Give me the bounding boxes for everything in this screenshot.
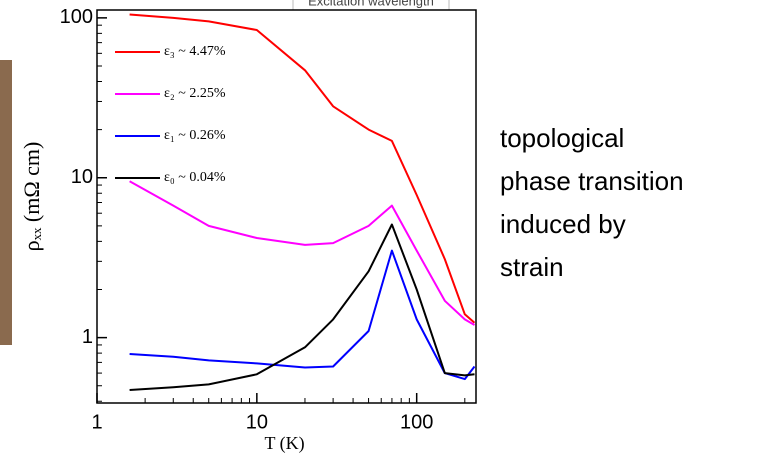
y-tick-label: 10 [71, 166, 93, 188]
y-axis-label: ρₓₓ (mΩ cm) [19, 142, 44, 252]
series-line [129, 249, 476, 381]
legend-label: ε₃ ~ 4.47% [164, 44, 226, 59]
series-line [129, 223, 475, 391]
y-tick-label: 100 [60, 6, 93, 28]
legend-label: ε₂ ~ 2.25% [164, 86, 226, 101]
photo-fragment [0, 60, 12, 345]
series-line [129, 180, 475, 326]
series-line [129, 13, 476, 324]
plot-frame [96, 9, 477, 404]
chart: 1 10 100 1 10 100 T (K) ρₓₓ (mΩ cm) ε₃ ~ 4.47% ε₂… [19, 6, 477, 454]
annotation: topological phase transition induced by str… [500, 123, 684, 282]
legend-label: ε₁ ~ 0.26% [164, 128, 226, 143]
annotation-line: induced by [500, 209, 626, 239]
y-tick-label: 1 [82, 326, 93, 348]
x-axis-label: T (K) [265, 433, 305, 454]
header-text: Excitation wavelength [308, 0, 434, 8]
x-tick-label: 1 [91, 411, 102, 433]
x-tick-label: 100 [400, 411, 433, 433]
legend-label: ε₀ ~ 0.04% [164, 170, 226, 185]
annotation-line: topological [500, 123, 624, 153]
annotation-line: phase transition [500, 166, 684, 196]
x-tick-label: 10 [246, 411, 268, 433]
annotation-line: strain [500, 252, 564, 282]
